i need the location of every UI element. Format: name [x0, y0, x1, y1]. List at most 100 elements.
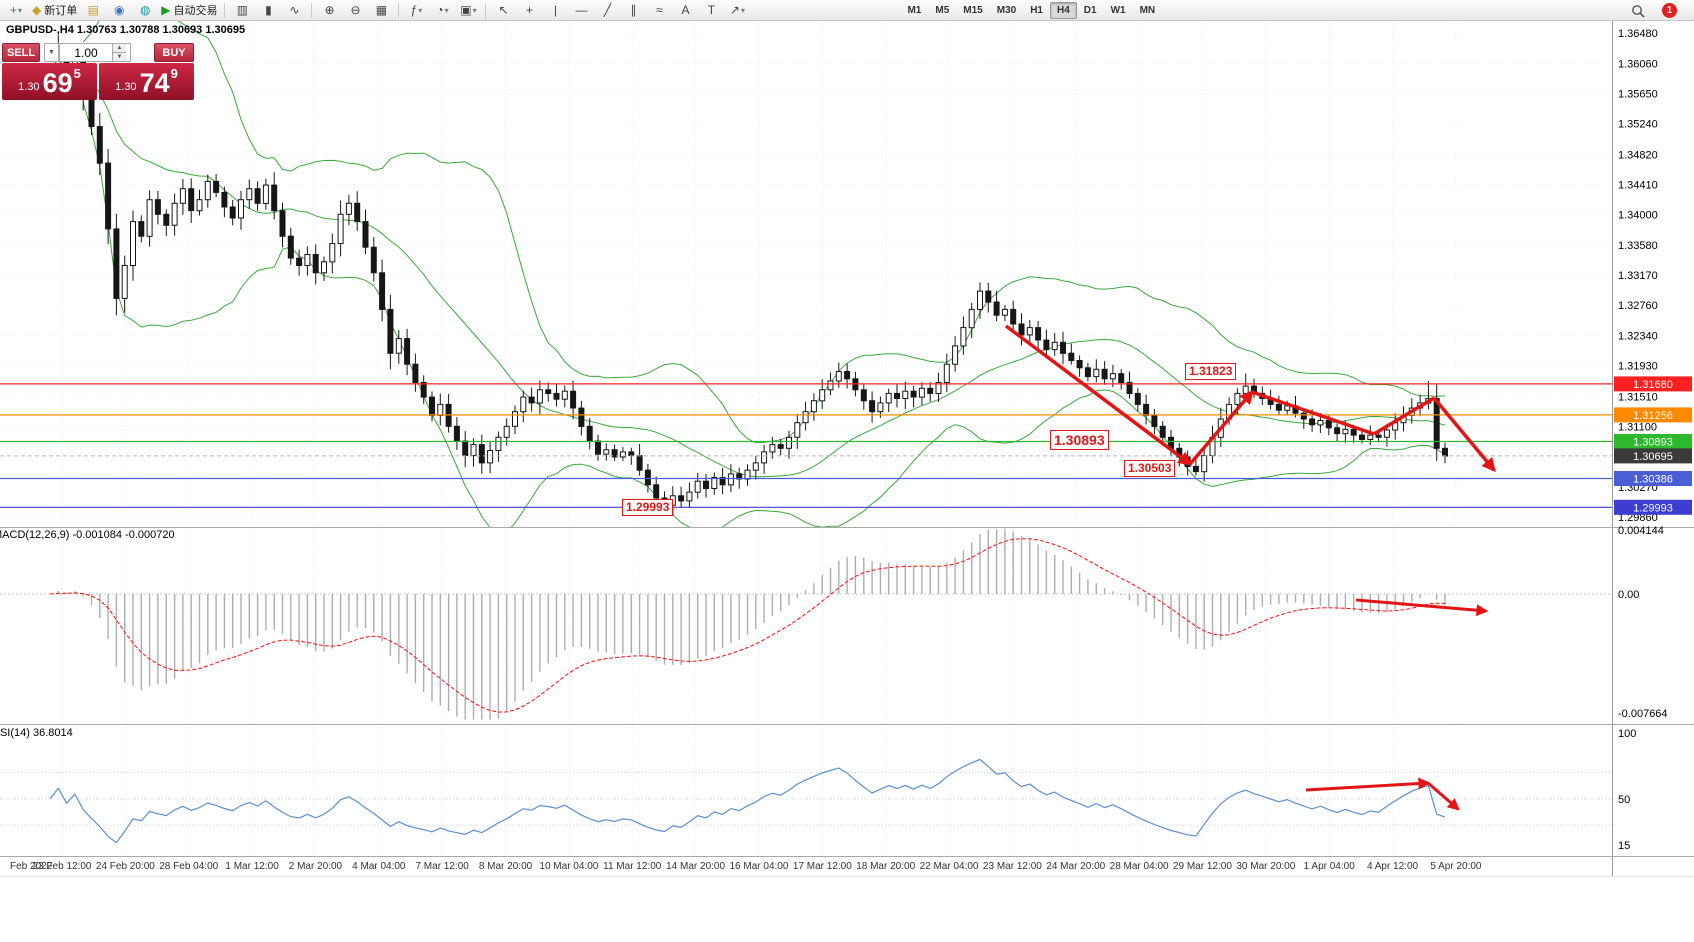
label-icon[interactable]: T [707, 3, 716, 17]
channel-icon[interactable]: ∥ [630, 3, 637, 17]
tab-w1[interactable]: W1 [1110, 4, 1126, 16]
notification-badge[interactable]: 1 [1662, 3, 1677, 18]
tab-m30[interactable]: M30 [996, 4, 1017, 16]
svg-text:7 Mar 12:00: 7 Mar 12:00 [415, 861, 469, 872]
rsi-indicator-label: RSI(14) 36.8014 [0, 727, 73, 739]
autotrading-play-icon: ▶ [161, 3, 171, 17]
toolbar-separator [311, 2, 313, 18]
svg-text:17 Mar 12:00: 17 Mar 12:00 [793, 861, 852, 872]
svg-text:1 Mar 12:00: 1 Mar 12:00 [225, 861, 279, 872]
autotrading-button[interactable]: ▶ 自动交易 [158, 0, 220, 20]
search-icon[interactable] [1630, 3, 1646, 19]
svg-text:0.004144: 0.004144 [1618, 525, 1664, 537]
svg-text:1.30893: 1.30893 [1633, 436, 1673, 448]
svg-text:18 Mar 20:00: 18 Mar 20:00 [856, 861, 915, 872]
price-annotation[interactable]: 1.29993 [622, 499, 674, 516]
svg-text:4 Mar 04:00: 4 Mar 04:00 [352, 861, 406, 872]
svg-text:1.29860: 1.29860 [1618, 512, 1658, 524]
candlestick-chart-icon[interactable]: ▮ [265, 3, 272, 17]
tab-mn[interactable]: MN [1139, 4, 1156, 16]
new-order-button[interactable]: ◆ 新订单 [29, 0, 80, 20]
svg-text:8 Mar 20:00: 8 Mar 20:00 [479, 861, 533, 872]
indicators-icon[interactable]: ƒ [403, 0, 429, 20]
svg-text:1.33580: 1.33580 [1618, 240, 1658, 252]
svg-text:2 Mar 20:00: 2 Mar 20:00 [289, 861, 343, 872]
terminal-icon[interactable]: ◍ [139, 3, 151, 17]
toolbar-separator [224, 2, 226, 18]
trendline-icon[interactable]: ╱ [603, 3, 612, 17]
bar-chart-icon[interactable]: ▥ [236, 3, 249, 17]
svg-text:24 Feb 20:00: 24 Feb 20:00 [96, 861, 155, 872]
svg-text:1.32340: 1.32340 [1618, 331, 1658, 343]
volume-stepper: ▲ ▼ [112, 44, 126, 61]
text-icon[interactable]: A [681, 3, 690, 17]
buy-price-prefix: 1.30 [115, 81, 137, 93]
svg-text:11 Mar 12:00: 11 Mar 12:00 [603, 861, 662, 872]
periods-icon[interactable]: ◔ [429, 0, 455, 20]
svg-text:1 Apr 04:00: 1 Apr 04:00 [1304, 861, 1356, 872]
svg-text:1.32760: 1.32760 [1618, 300, 1658, 312]
volume-dropdown[interactable]: ▼ [44, 43, 59, 62]
crosshair-icon[interactable]: + [525, 3, 533, 17]
buy-price-big: 74 [139, 68, 170, 99]
tab-d1[interactable]: D1 [1083, 4, 1097, 16]
svg-text:4 Apr 12:00: 4 Apr 12:00 [1367, 861, 1419, 872]
buy-price-display[interactable]: 1.30 74 9 [99, 63, 194, 100]
volume-increase-button[interactable]: ▲ [113, 44, 126, 53]
svg-text:1.31510: 1.31510 [1618, 391, 1658, 403]
price-annotation[interactable]: 1.30503 [1124, 460, 1176, 477]
navigator-icon[interactable]: ◉ [113, 3, 125, 17]
svg-text:1.36480: 1.36480 [1618, 28, 1658, 40]
svg-text:15: 15 [1618, 840, 1630, 852]
svg-text:1.30695: 1.30695 [1633, 451, 1673, 463]
fibonacci-icon[interactable]: ≈ [656, 3, 663, 17]
svg-text:1.30386: 1.30386 [1633, 474, 1673, 486]
zoom-in-icon[interactable]: ⊕ [324, 3, 335, 17]
svg-text:24 Mar 20:00: 24 Mar 20:00 [1046, 861, 1105, 872]
zoom-out-icon[interactable]: ⊖ [350, 3, 361, 17]
tile-windows-icon[interactable]: ▦ [375, 3, 388, 17]
svg-text:100: 100 [1618, 728, 1636, 740]
tab-h4[interactable]: H4 [1049, 1, 1077, 19]
vertical-line-icon[interactable]: | [553, 3, 558, 17]
svg-text:30 Mar 20:00: 30 Mar 20:00 [1236, 861, 1295, 872]
svg-text:23 Feb 12:00: 23 Feb 12:00 [33, 861, 92, 872]
arrows-icon[interactable]: ↗ [724, 0, 750, 20]
sell-price-prefix: 1.30 [18, 81, 40, 93]
buy-price-sup: 9 [170, 66, 178, 81]
toolbar-separator [485, 2, 487, 18]
sell-button[interactable]: SELL [2, 43, 40, 62]
price-annotation[interactable]: 1.30893 [1050, 430, 1109, 450]
order-icon: ◆ [32, 3, 42, 17]
svg-text:28 Feb 04:00: 28 Feb 04:00 [159, 861, 218, 872]
volume-decrease-button[interactable]: ▼ [113, 53, 126, 61]
new-chart-icon[interactable]: + [3, 0, 29, 20]
templates-icon[interactable]: ▣ [455, 0, 481, 20]
line-chart-icon[interactable]: ∿ [289, 3, 300, 17]
sell-price-display[interactable]: 1.30 69 5 [2, 63, 97, 100]
svg-text:28 Mar 04:00: 28 Mar 04:00 [1110, 861, 1169, 872]
svg-text:1.34410: 1.34410 [1618, 179, 1658, 191]
new-order-label: 新订单 [44, 5, 78, 17]
buy-button[interactable]: BUY [154, 43, 194, 62]
chart-title: GBPUSD-,H4 1.30763 1.30788 1.30693 1.306… [6, 24, 246, 36]
sell-price-sup: 5 [73, 66, 81, 81]
macd-indicator-label: MACD(12,26,9) -0.001084 -0.000720 [0, 529, 175, 541]
tab-m1[interactable]: M1 [907, 4, 922, 16]
tab-m15[interactable]: M15 [963, 4, 983, 16]
svg-text:1.34820: 1.34820 [1618, 149, 1658, 161]
svg-text:1.36060: 1.36060 [1618, 59, 1658, 71]
svg-text:14 Mar 20:00: 14 Mar 20:00 [666, 861, 725, 872]
toolbar: + ◆ 新订单 ▤ ◉ ◍ ▶ 自动交易 ▥ ▮ ∿ ⊕ ⊖ ▦ ƒ ◔ ▣ ↖… [0, 0, 1694, 21]
horizontal-line-icon[interactable]: — [575, 3, 588, 17]
svg-text:10 Mar 04:00: 10 Mar 04:00 [539, 861, 598, 872]
tab-m5[interactable]: M5 [935, 4, 950, 16]
price-annotation[interactable]: 1.31823 [1185, 363, 1237, 380]
tab-h1[interactable]: H1 [1030, 4, 1043, 16]
chevron-down-icon: ▼ [48, 49, 55, 56]
cursor-icon[interactable]: ↖ [498, 3, 509, 17]
market-watch-icon[interactable]: ▤ [87, 3, 99, 17]
volume-input[interactable] [60, 44, 112, 61]
svg-text:Feb 2022: Feb 2022 [10, 861, 53, 872]
